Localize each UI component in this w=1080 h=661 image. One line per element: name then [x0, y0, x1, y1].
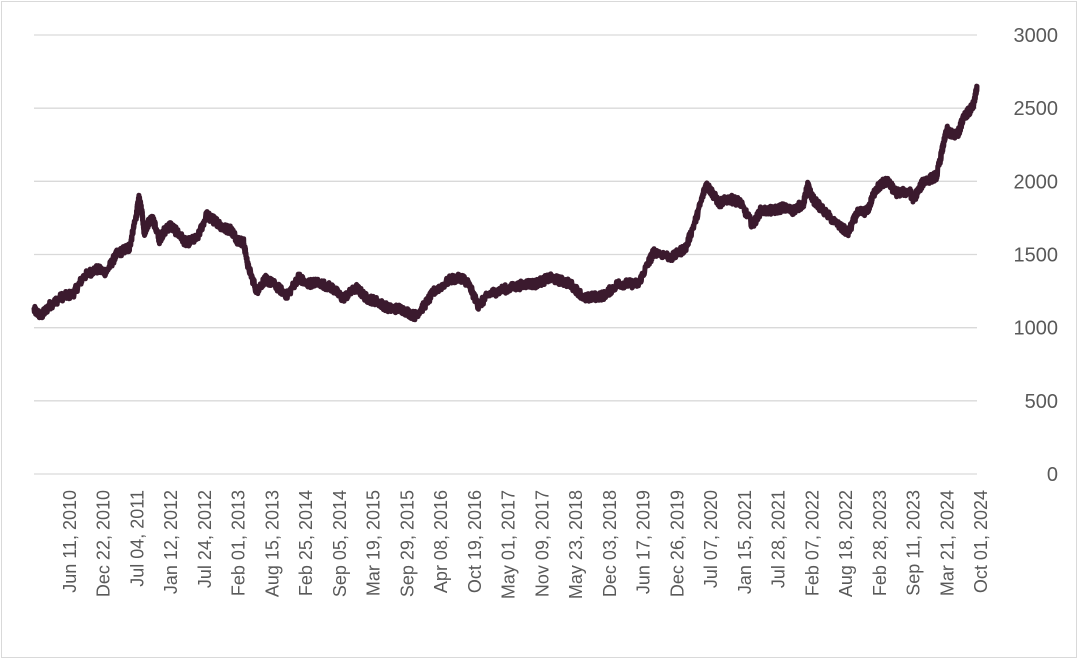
y-tick-label: 0 — [1047, 464, 1058, 486]
series-line — [31, 83, 980, 323]
x-tick-label: Nov 09, 2017 — [532, 490, 552, 597]
x-tick-label: May 01, 2017 — [499, 490, 519, 599]
x-tick-label: Apr 08, 2016 — [431, 490, 451, 593]
x-tick-label: Dec 22, 2010 — [94, 490, 114, 597]
series-group — [31, 83, 980, 323]
x-tick-label: Aug 15, 2013 — [262, 490, 282, 597]
y-tick-label: 500 — [1025, 391, 1058, 413]
x-tick-label: Jul 28, 2021 — [769, 490, 789, 588]
x-tick-label: Sep 11, 2023 — [904, 490, 924, 596]
x-tick-label: Dec 03, 2018 — [600, 490, 620, 597]
x-tick-label: Jun 17, 2019 — [634, 490, 654, 594]
x-tick-label: May 23, 2018 — [566, 490, 586, 599]
x-axis-tick-labels: Jun 11, 2010 Dec 22, 2010 Jul 04, 2011 Jan … — [60, 490, 991, 599]
y-tick-label: 2000 — [1014, 171, 1059, 193]
x-tick-label: Jul 07, 2020 — [701, 490, 721, 588]
x-tick-label: Mar 21, 2024 — [937, 490, 957, 596]
x-tick-label: Aug 18, 2022 — [836, 490, 856, 597]
y-tick-label: 3000 — [1014, 25, 1059, 47]
y-axis-tick-labels: 0 500 1000 1500 2000 2500 3000 — [1014, 25, 1059, 486]
x-tick-label: Oct 01, 2024 — [971, 490, 991, 593]
x-tick-label: Feb 25, 2014 — [296, 490, 316, 596]
x-tick-label: Jun 11, 2010 — [60, 490, 80, 593]
x-tick-label: Sep 29, 2015 — [397, 490, 417, 597]
x-tick-label: Feb 28, 2023 — [870, 490, 890, 596]
x-tick-label: Jul 04, 2011 — [127, 490, 147, 587]
x-tick-label: Sep 05, 2014 — [330, 490, 350, 597]
gridlines — [34, 34, 977, 475]
x-tick-label: Feb 07, 2022 — [802, 490, 822, 596]
x-tick-label: Jul 24, 2012 — [195, 490, 215, 588]
x-tick-label: Mar 19, 2015 — [364, 490, 384, 596]
y-tick-label: 1500 — [1014, 245, 1059, 267]
x-tick-label: Jan 12, 2012 — [161, 490, 181, 594]
x-tick-label: Oct 19, 2016 — [465, 490, 485, 593]
y-tick-label: 2500 — [1014, 98, 1059, 120]
x-tick-label: Feb 01, 2013 — [229, 490, 249, 596]
y-tick-label: 1000 — [1014, 318, 1059, 340]
x-tick-label: Dec 26, 2019 — [667, 490, 687, 597]
x-tick-label: Jan 15, 2021 — [735, 490, 755, 594]
